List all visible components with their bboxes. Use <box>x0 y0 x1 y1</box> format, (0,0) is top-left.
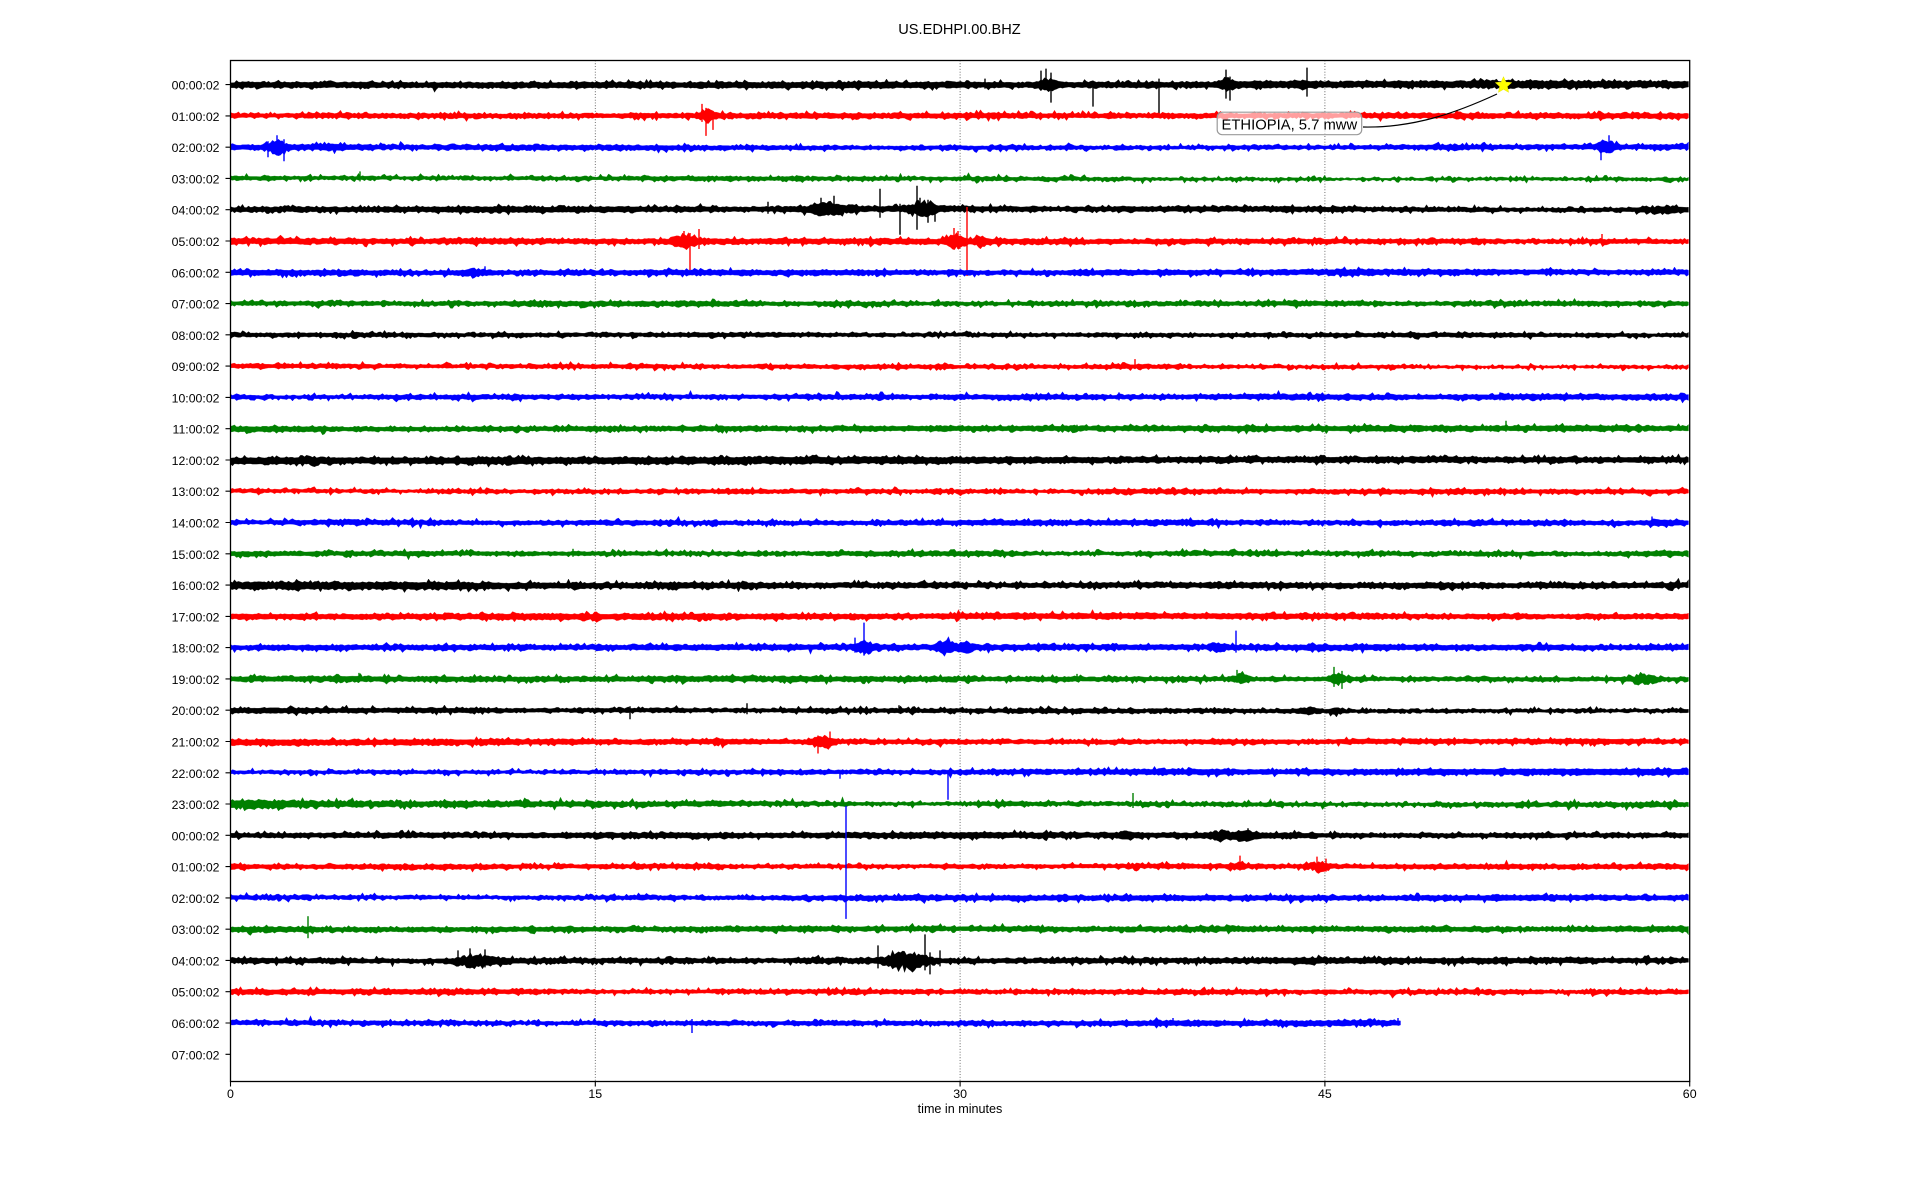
svg-text:00:00:02: 00:00:02 <box>172 79 220 93</box>
svg-text:11:00:02: 11:00:02 <box>173 423 220 437</box>
svg-text:23:00:02: 23:00:02 <box>172 798 220 812</box>
svg-text:04:00:02: 04:00:02 <box>172 204 220 218</box>
svg-text:13:00:02: 13:00:02 <box>172 485 220 499</box>
svg-text:06:00:02: 06:00:02 <box>172 1017 220 1031</box>
svg-text:60: 60 <box>1683 1087 1697 1101</box>
svg-text:0: 0 <box>227 1087 234 1101</box>
svg-text:01:00:02: 01:00:02 <box>172 861 220 875</box>
svg-text:02:00:02: 02:00:02 <box>172 141 220 155</box>
svg-text:05:00:02: 05:00:02 <box>172 235 220 249</box>
svg-text:18:00:02: 18:00:02 <box>172 642 220 656</box>
svg-text:US.EDHPI.00.BHZ: US.EDHPI.00.BHZ <box>898 22 1021 38</box>
svg-text:09:00:02: 09:00:02 <box>172 360 220 374</box>
svg-text:19:00:02: 19:00:02 <box>172 673 220 687</box>
svg-text:22:00:02: 22:00:02 <box>172 767 220 781</box>
svg-text:30: 30 <box>953 1087 967 1101</box>
svg-text:03:00:02: 03:00:02 <box>172 923 220 937</box>
svg-text:05:00:02: 05:00:02 <box>172 986 220 1000</box>
svg-text:08:00:02: 08:00:02 <box>172 329 220 343</box>
svg-text:time in minutes: time in minutes <box>918 1102 1003 1116</box>
svg-text:17:00:02: 17:00:02 <box>172 610 220 624</box>
svg-text:12:00:02: 12:00:02 <box>172 454 220 468</box>
svg-text:15:00:02: 15:00:02 <box>172 548 220 562</box>
svg-text:20:00:02: 20:00:02 <box>172 704 220 718</box>
svg-text:ETHIOPIA, 5.7 mww: ETHIOPIA, 5.7 mww <box>1222 118 1358 134</box>
svg-text:15: 15 <box>588 1087 602 1101</box>
svg-text:21:00:02: 21:00:02 <box>172 736 220 750</box>
svg-text:00:00:02: 00:00:02 <box>172 829 220 843</box>
svg-text:01:00:02: 01:00:02 <box>172 110 220 124</box>
svg-text:07:00:02: 07:00:02 <box>172 298 220 312</box>
svg-text:04:00:02: 04:00:02 <box>172 954 220 968</box>
svg-text:10:00:02: 10:00:02 <box>172 391 220 405</box>
svg-text:03:00:02: 03:00:02 <box>172 172 220 186</box>
svg-text:07:00:02: 07:00:02 <box>172 1048 220 1062</box>
svg-text:16:00:02: 16:00:02 <box>172 579 220 593</box>
svg-text:14:00:02: 14:00:02 <box>172 517 220 531</box>
svg-text:06:00:02: 06:00:02 <box>172 266 220 280</box>
svg-text:45: 45 <box>1318 1087 1332 1101</box>
svg-text:02:00:02: 02:00:02 <box>172 892 220 906</box>
